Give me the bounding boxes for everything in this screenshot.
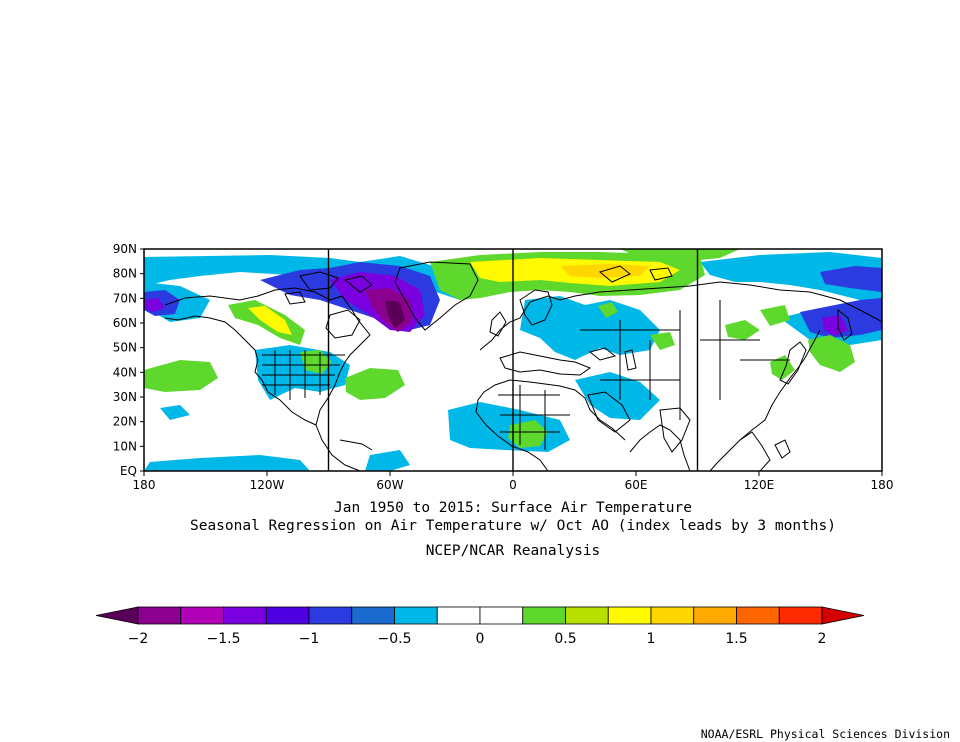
lat-tick-label: 40N: [113, 365, 137, 379]
colorbar-label: −1.5: [207, 631, 241, 647]
longitude-axis: 180 120W 60W 0 60E 120E 180: [133, 471, 894, 492]
lon-tick-label: 120W: [250, 478, 285, 492]
colorbar-swatch: [180, 606, 224, 625]
coast-us-states: [262, 350, 345, 400]
colorbar-swatch: [736, 606, 780, 625]
colorbar-swatch: [693, 606, 737, 625]
lat-tick-label: EQ: [120, 464, 137, 478]
colorbar-swatch: [522, 606, 566, 625]
anomaly-purple-kamchatka: [822, 315, 848, 336]
title-line-3: NCEP/NCAR Reanalysis: [426, 543, 601, 559]
lon-tick-label: 60E: [625, 478, 648, 492]
anomaly-purple-bering: [144, 298, 165, 312]
lat-tick-label: 80N: [113, 267, 137, 281]
colorbar-label: 1.5: [725, 631, 747, 647]
lat-tick-label: 30N: [113, 390, 137, 404]
coast-africa-borders: [498, 385, 570, 450]
anomaly-green-nwpac: [808, 335, 855, 372]
coast-eurasia: [475, 281, 882, 471]
anomaly-green-asia2: [760, 305, 790, 326]
colorbar-label: 2: [818, 631, 827, 647]
lat-tick-label: 70N: [113, 291, 137, 305]
colorbar-swatch: [308, 606, 353, 625]
lat-tick-label: 10N: [113, 439, 137, 453]
map-panel: [143, 248, 883, 472]
anomaly-cyan-hawaii: [160, 405, 190, 420]
colorbar-swatch: [223, 606, 267, 625]
coast-se-asia: [739, 431, 791, 471]
coast-scandinavia: [519, 289, 553, 326]
anomaly-cyan-caribbean: [365, 450, 410, 471]
colorbar-label: 0: [476, 631, 485, 647]
anomaly-blue-siberia-n: [820, 266, 882, 292]
coast-hudson-bay: [325, 309, 361, 339]
anomaly-green-europe: [598, 302, 618, 318]
coast-japan: [779, 341, 807, 385]
title-line-2: Seasonal Regression on Air Temperature w…: [190, 518, 836, 534]
anomaly-green-top: [620, 249, 740, 262]
lat-tick-label: 60N: [113, 316, 137, 330]
coast-india: [659, 407, 691, 453]
coast-novaya-zemlya: [598, 265, 673, 283]
colorbar-arrow-right: [821, 606, 865, 625]
colorbar: [95, 606, 865, 625]
lon-tick-label: 60W: [376, 478, 403, 492]
colorbar-label: 1: [647, 631, 656, 647]
anomaly-cyan-europe: [520, 296, 660, 360]
colorbar-label: −2: [128, 631, 149, 647]
coast-kamchatka: [837, 308, 853, 341]
colorbar-swatch: [137, 606, 182, 625]
meridian-lines: [327, 249, 699, 471]
lon-tick-label: 0: [509, 478, 517, 492]
colorbar-swatch: [351, 606, 395, 625]
anomaly-cyan-mideast: [575, 372, 660, 420]
coast-greenland: [394, 261, 479, 331]
anomaly-green-iran: [650, 332, 675, 350]
lat-tick-label: 50N: [113, 341, 137, 355]
colorbar-swatch: [394, 606, 438, 625]
lon-tick-label: 180: [133, 478, 156, 492]
anomaly-green-africa: [508, 420, 548, 448]
anomaly-green-pacific: [144, 360, 218, 392]
lat-tick-label: 90N: [113, 242, 137, 256]
colorbar-label: −1: [299, 631, 320, 647]
lat-tick-label: 20N: [113, 415, 137, 429]
title-line-1: Jan 1950 to 2015: Surface Air Temperatur…: [334, 500, 692, 516]
coast-arctic-islands: [284, 271, 373, 305]
coast-uk: [489, 311, 507, 337]
coast-caspian-black: [588, 347, 637, 371]
anomaly-darkpurple-core: [385, 300, 405, 328]
anomaly-yellow-alaska: [248, 306, 292, 335]
lon-tick-label: 180: [871, 478, 894, 492]
coast-mediterranean: [499, 351, 592, 376]
anomaly-green-atlantic: [345, 368, 405, 400]
anomaly-green-midwest: [300, 350, 332, 374]
colorbar-labels: −2 −1.5 −1 −0.5 0 0.5 1 1.5 2: [128, 631, 827, 647]
coast-asia-borders: [580, 300, 790, 420]
colorbar-swatch: [265, 606, 310, 625]
colorbar-arrow-left: [95, 606, 139, 625]
colorbar-label: −0.5: [378, 631, 412, 647]
anomaly-green-japan: [770, 355, 795, 380]
colorbar-swatch: [565, 606, 609, 625]
colorbar-swatch: [607, 606, 652, 625]
anomaly-green-asia1: [725, 320, 760, 340]
colorbar-swatch: [650, 606, 695, 625]
colorbar-swatch: [479, 606, 524, 625]
coast-arabia: [587, 391, 631, 433]
coast-north-america: [164, 287, 371, 471]
anomaly-cyan-siberia: [700, 252, 882, 310]
colorbar-swatch: [436, 606, 481, 625]
credit-text: NOAA/ESRL Physical Sciences Division: [701, 727, 950, 741]
colorbar-label: 0.5: [554, 631, 576, 647]
lon-tick-label: 120E: [744, 478, 775, 492]
colorbar-swatch: [778, 606, 823, 625]
coastlines: [164, 261, 882, 471]
latitude-axis: 90N 80N 70N 60N 50N 40N 30N 20N 10N EQ: [113, 242, 144, 478]
anomaly-cyan-tropics: [144, 455, 310, 471]
coast-cuba: [339, 439, 373, 451]
